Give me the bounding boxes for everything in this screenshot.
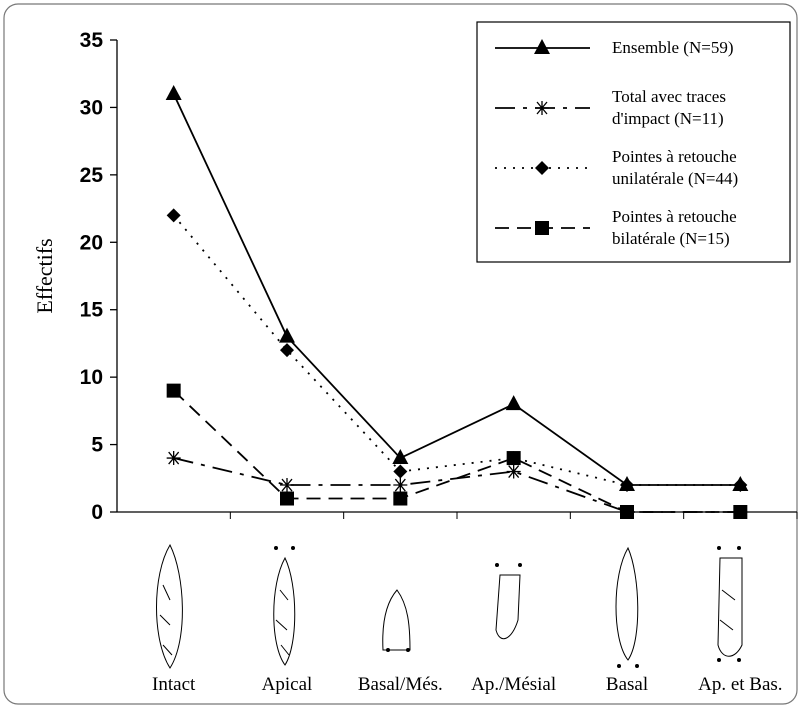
marker (393, 478, 408, 493)
series (166, 383, 748, 519)
y-tick-label: 30 (80, 96, 103, 119)
marker (620, 505, 634, 519)
marker (280, 343, 294, 358)
y-tick-label: 0 (91, 501, 103, 524)
x-tick-label: Basal/Més. (358, 674, 443, 695)
y-tick-label: 5 (91, 434, 103, 457)
artifact-icons (156, 543, 743, 669)
marker (280, 491, 294, 506)
y-tick-label: 15 (80, 299, 104, 322)
x-tick-label: Ap./Mésial (471, 674, 556, 695)
series-line (172, 93, 741, 486)
x-tick-label: Ap. et Bas. (698, 674, 782, 695)
marker (393, 491, 408, 506)
x-tick-label: Apical (262, 674, 313, 695)
legend-label: Pointes à retouche bilatérale (N=15) (612, 207, 737, 248)
legend-label: Pointes à retouche unilatérale (N=44) (612, 147, 738, 188)
marker (166, 208, 181, 223)
marker (166, 451, 181, 466)
legend-label: Total avec traces d'impact (N=11) (612, 87, 726, 128)
y-tick-label: 20 (80, 231, 103, 254)
legend-marker (535, 221, 549, 235)
marker (506, 451, 521, 466)
marker (280, 478, 294, 493)
y-tick-label: 35 (80, 29, 104, 52)
x-tick-label: Intact (152, 674, 196, 695)
y-tick-label: 25 (80, 164, 104, 187)
y-axis-label: Effectifs (32, 238, 57, 313)
legend (476, 21, 791, 263)
marker (279, 327, 295, 343)
legend-marker (535, 161, 549, 175)
y-tick-label: 10 (80, 366, 103, 389)
marker (505, 395, 522, 411)
series-line (173, 389, 741, 513)
marker (166, 383, 181, 398)
legend-marker (534, 39, 550, 54)
marker (620, 478, 634, 493)
x-tick-label: Basal (606, 674, 648, 695)
legend-label: Ensemble (N=59) (612, 38, 733, 57)
marker (165, 84, 182, 100)
marker (506, 464, 521, 479)
marker (733, 505, 748, 519)
marker (392, 449, 409, 465)
legend-marker (535, 101, 549, 115)
marker (733, 478, 748, 493)
marker (393, 464, 408, 479)
frame (3, 3, 798, 705)
